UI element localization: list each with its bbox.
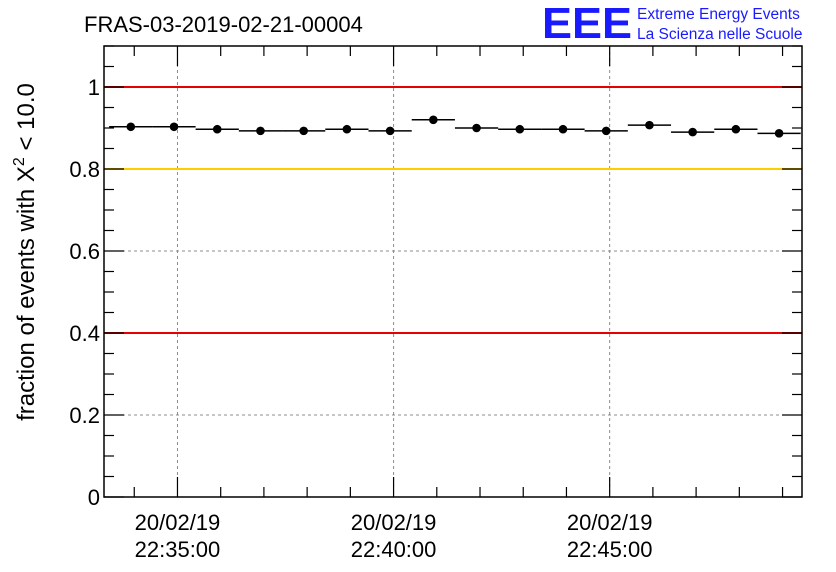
- data-point: [126, 122, 136, 132]
- data-point: [429, 115, 438, 125]
- data-point: [212, 124, 222, 134]
- data-point: [774, 129, 784, 138]
- data-point: [472, 123, 481, 133]
- data-point: [601, 126, 611, 136]
- eee-logo-mark: EEE: [542, 0, 632, 48]
- axis-ticks: [104, 45, 802, 498]
- data-point: [515, 124, 525, 134]
- data-point: [385, 126, 395, 136]
- plot-frame: [103, 45, 803, 498]
- y-tick-label: 0.2: [69, 403, 100, 428]
- tick-labels: 00.20.40.60.8120/02/1922:35:0020/02/1922…: [69, 75, 652, 562]
- y-axis-label-suffix: < 10.0: [13, 83, 40, 157]
- data-point: [558, 124, 568, 134]
- y-axis-label-superscript: 2: [11, 157, 28, 166]
- data-point: [645, 120, 654, 130]
- data-point: [731, 124, 741, 134]
- data-point: [256, 126, 265, 136]
- data-point: [299, 126, 308, 136]
- eee-logo-line2: La Scienza nelle Scuole: [637, 26, 802, 43]
- x-tick-label-time: 22:35:00: [135, 537, 221, 562]
- grid-lines: [104, 46, 802, 497]
- y-tick-label: 0: [88, 485, 100, 510]
- x-tick-label-date: 20/02/19: [567, 510, 653, 535]
- x-tick-label-time: 22:45:00: [567, 537, 653, 562]
- x-tick-label-date: 20/02/19: [135, 510, 221, 535]
- x-tick-label-time: 22:40:00: [351, 537, 437, 562]
- chart-title: FRAS-03-2019-02-21-00004: [84, 12, 363, 37]
- y-tick-label: 0.6: [69, 239, 100, 264]
- y-tick-label: 0.4: [69, 321, 100, 346]
- y-axis-label: fraction of events with X2 < 10.0: [11, 83, 40, 421]
- y-axis-label-main: fraction of events with X: [13, 166, 40, 421]
- y-tick-label: 0.8: [69, 157, 100, 182]
- reference-lines: [104, 86, 802, 334]
- eee-logo: EEE Extreme Energy Events La Scienza nel…: [542, 0, 802, 48]
- data-point: [688, 127, 697, 137]
- x-tick-label-date: 20/02/19: [351, 510, 437, 535]
- eee-logo-line1: Extreme Energy Events: [637, 6, 800, 23]
- data-series: [109, 115, 801, 138]
- data-point: [342, 124, 352, 134]
- y-tick-label: 1: [88, 75, 100, 100]
- data-point: [169, 122, 179, 132]
